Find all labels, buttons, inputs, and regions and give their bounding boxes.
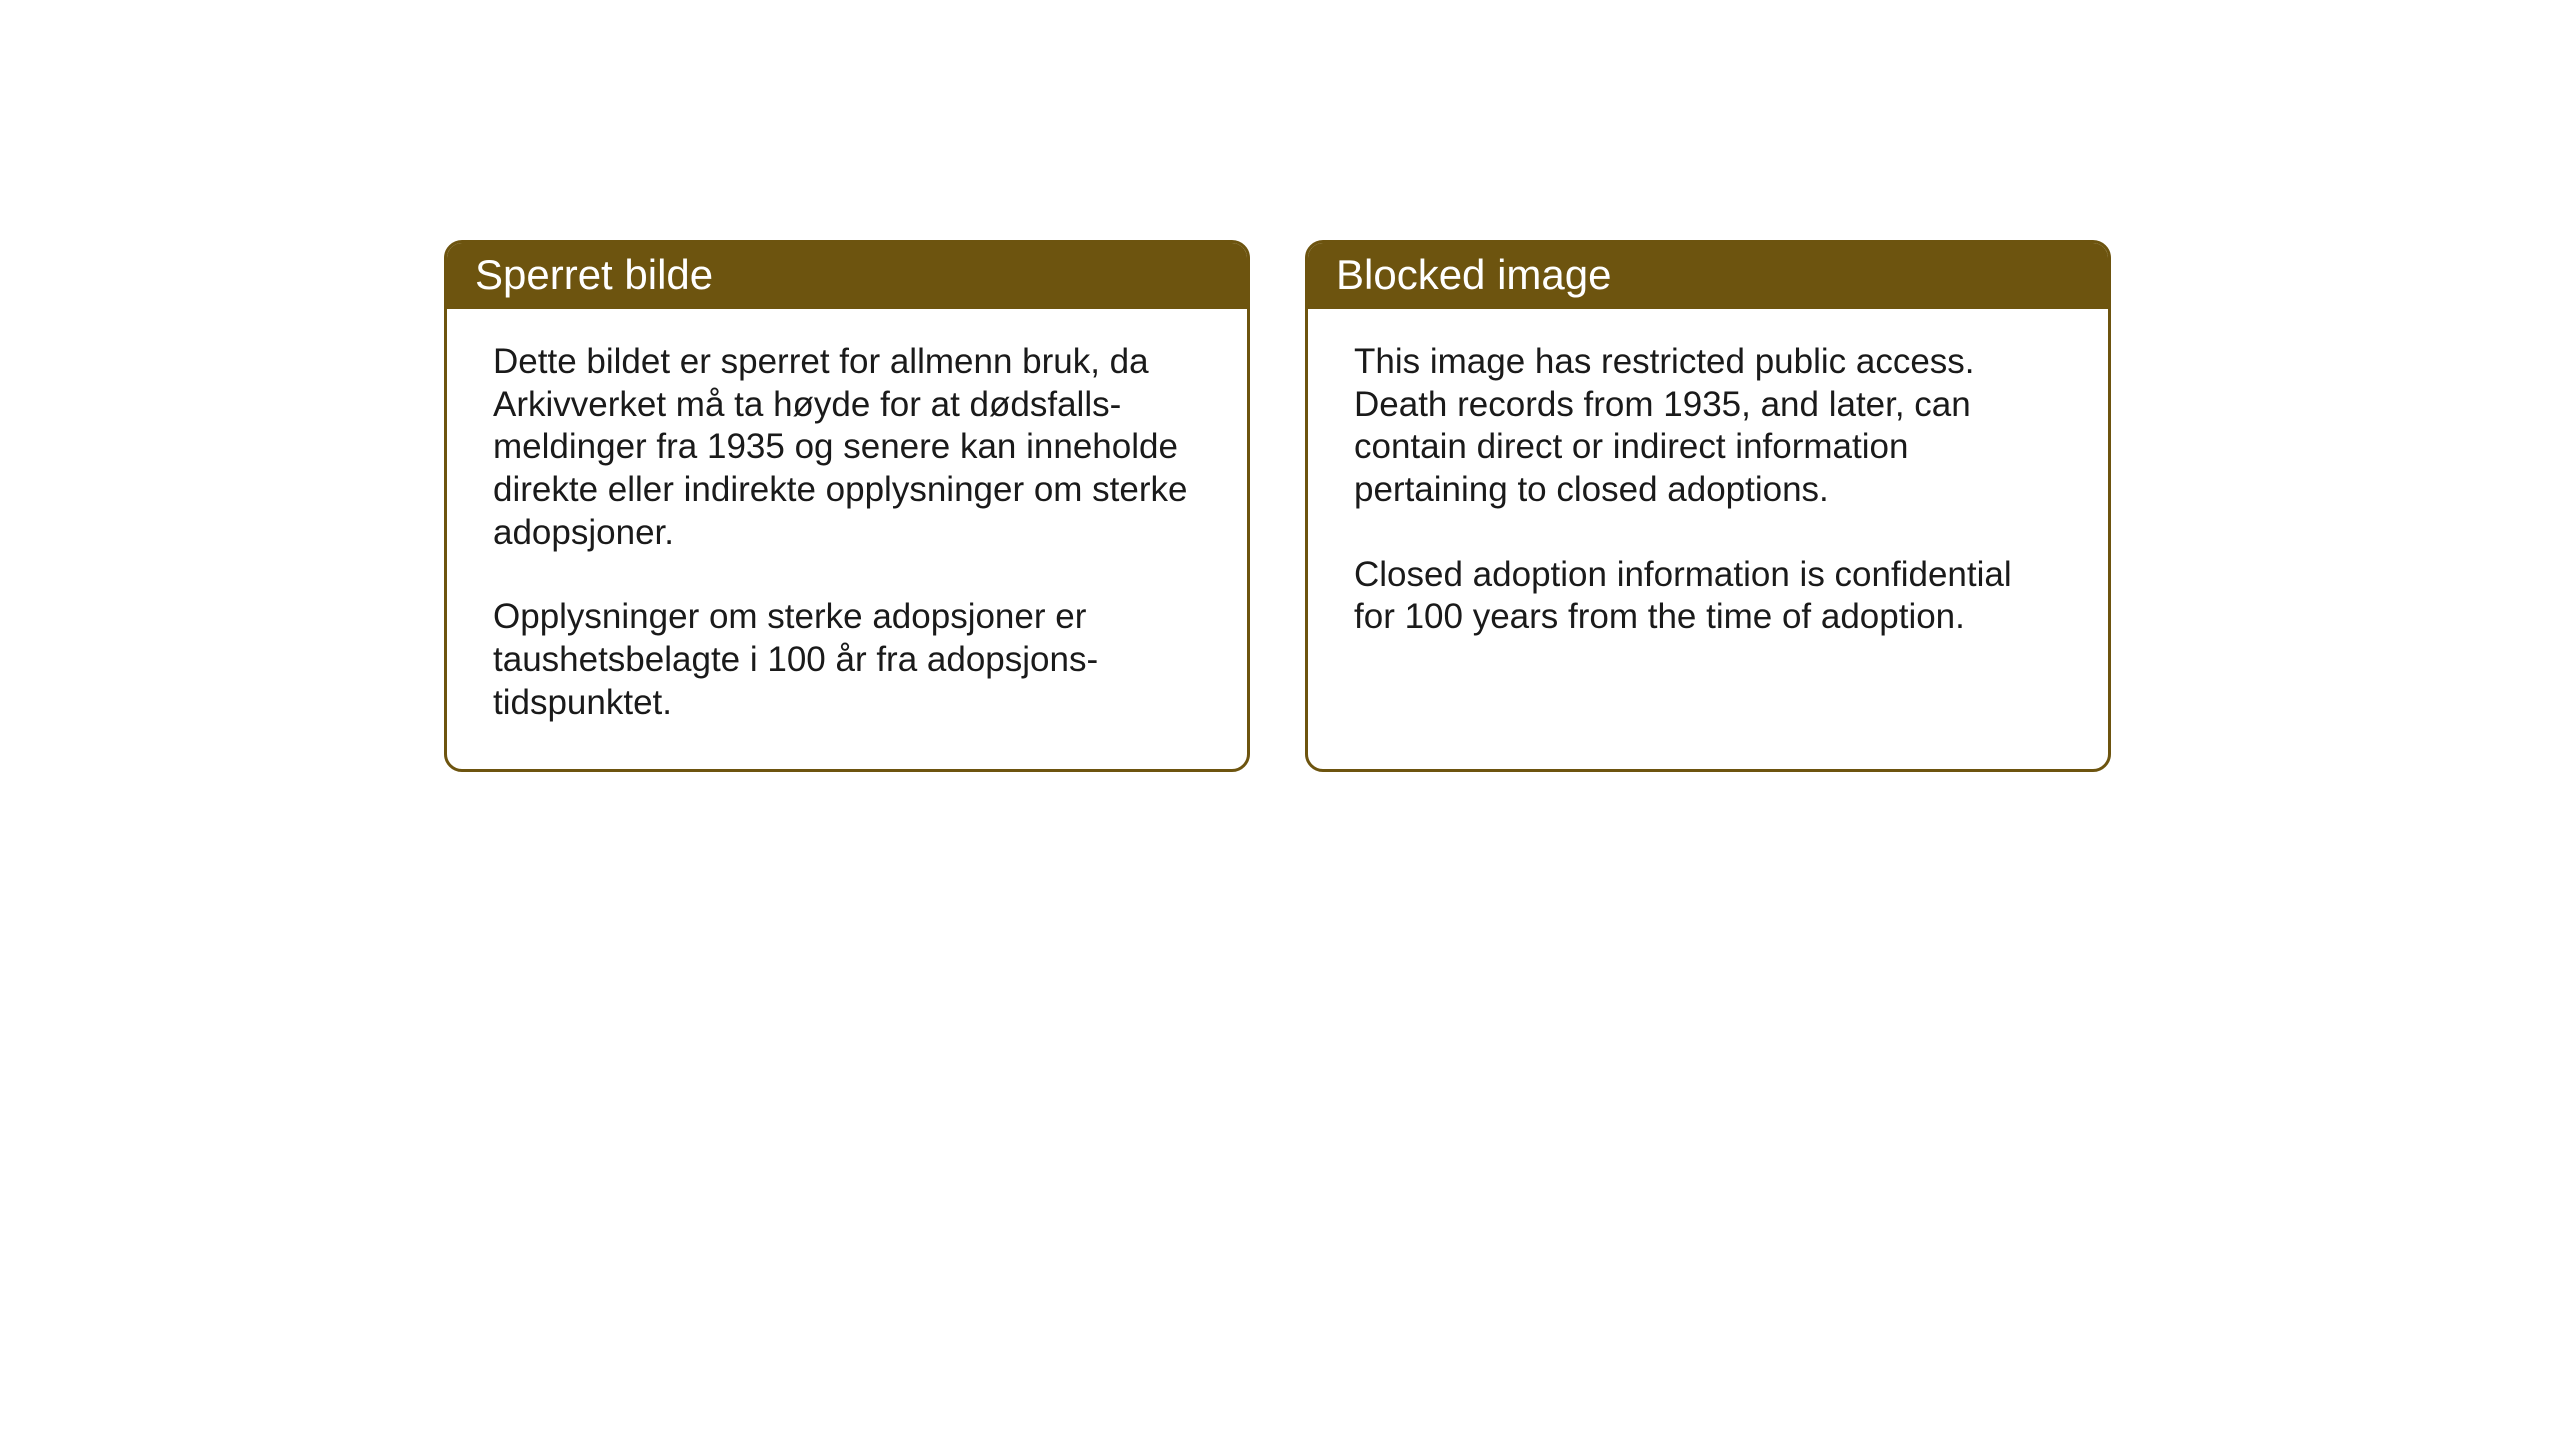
notice-card-english: Blocked image This image has restricted … — [1305, 240, 2111, 772]
card-paragraph1-english: This image has restricted public access.… — [1354, 341, 2062, 512]
card-paragraph2-norwegian: Opplysninger om sterke adopsjoner er tau… — [493, 596, 1201, 724]
notice-card-norwegian: Sperret bilde Dette bildet er sperret fo… — [444, 240, 1250, 772]
notice-container: Sperret bilde Dette bildet er sperret fo… — [444, 240, 2111, 772]
card-header-norwegian: Sperret bilde — [447, 243, 1247, 309]
card-paragraph2-english: Closed adoption information is confident… — [1354, 554, 2062, 639]
card-title-norwegian: Sperret bilde — [475, 251, 713, 298]
card-paragraph1-norwegian: Dette bildet er sperret for allmenn bruk… — [493, 341, 1201, 554]
card-body-english: This image has restricted public access.… — [1308, 309, 2108, 683]
card-body-norwegian: Dette bildet er sperret for allmenn bruk… — [447, 309, 1247, 769]
card-header-english: Blocked image — [1308, 243, 2108, 309]
card-title-english: Blocked image — [1336, 251, 1611, 298]
